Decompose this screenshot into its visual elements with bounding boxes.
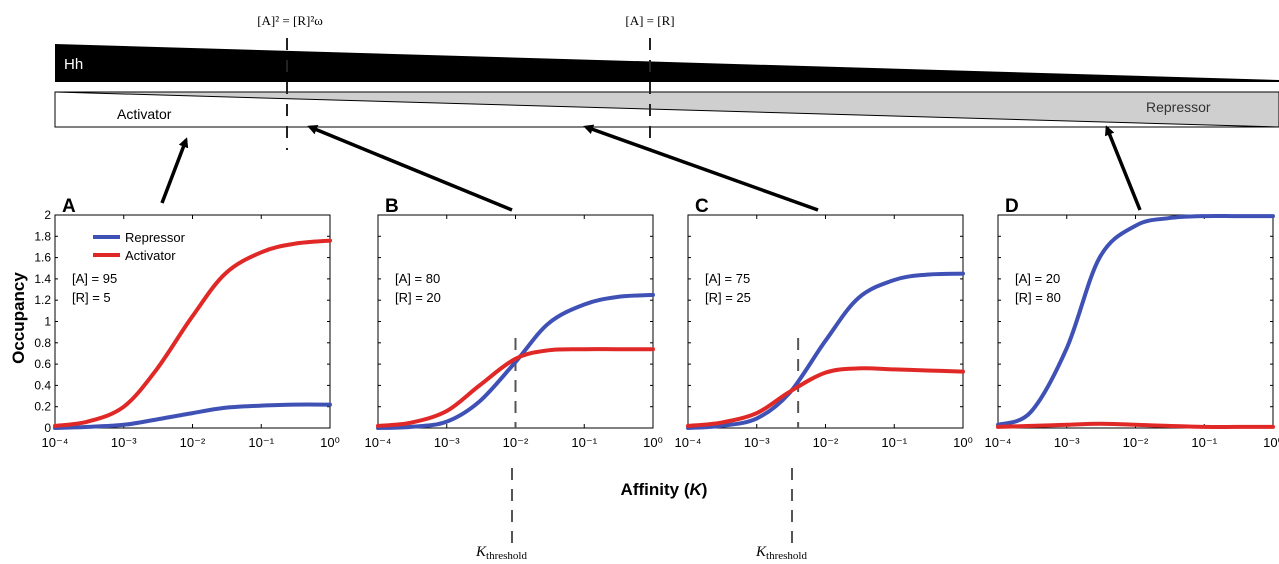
x-axis-label-var: K <box>689 480 703 499</box>
legend-activator-label: Activator <box>125 248 176 263</box>
panel-a-letter: A <box>62 196 76 217</box>
y-tick-label: 1.2 <box>34 293 51 307</box>
y-tick-label: 0.6 <box>34 357 51 371</box>
y-tick-label: 1.6 <box>34 251 51 265</box>
panel-d-annotation: [R] = 80 <box>1015 290 1061 305</box>
x-tick-label: 10⁻³ <box>744 435 770 450</box>
series-line-activator <box>686 366 965 428</box>
x-tick-label: 10⁻¹ <box>571 435 597 450</box>
panels: A 0 0.2 0.4 0.6 0.8 1 1.2 1.4 1.6 1.8 2 10⁻⁴ 10⁻³ 10⁻²… <box>34 196 1279 450</box>
panel-d-letter: D <box>1005 196 1019 217</box>
x-tick-label: 10⁻⁴ <box>365 435 392 450</box>
x-tick-label: 10⁻¹ <box>248 435 274 450</box>
x-tick-label: 10⁻² <box>180 435 206 450</box>
threshold-sub-c: threshold <box>766 550 807 559</box>
y-axis-label: Occupancy <box>9 272 28 364</box>
y-tick-label: 0.2 <box>34 400 51 414</box>
panel-c-frame <box>687 214 964 429</box>
equation-label-left: [A]² = [R]²ω <box>257 13 323 28</box>
x-axis-label-text: Affinity ( <box>621 480 690 499</box>
threshold-main-b: K <box>475 544 487 559</box>
panel-d-annotation: [A] = 20 <box>1015 271 1060 286</box>
y-tick-label: 0 <box>44 421 51 435</box>
x-axis-label: Affinity (K) <box>621 480 708 499</box>
x-tick-label: 10⁻¹ <box>1191 435 1217 450</box>
series-line-repressor <box>686 271 965 430</box>
series-line-activator <box>376 347 655 428</box>
panel-b-annotation: [R] = 20 <box>395 290 441 305</box>
panel-c-annotation: [R] = 25 <box>705 290 751 305</box>
panel-c-letter: C <box>695 196 709 217</box>
legend-repressor-label: Repressor <box>125 230 186 245</box>
hh-label: Hh <box>64 56 83 73</box>
panel-a-annotation: [R] = 5 <box>72 290 111 305</box>
repressor-gradient-label: Repressor <box>1146 99 1211 115</box>
x-tick-label: 10⁻³ <box>434 435 460 450</box>
panel-c-annotation: [A] = 75 <box>705 271 750 286</box>
x-tick-label: 10⁻² <box>1123 435 1149 450</box>
y-tick-label: 2 <box>44 208 51 222</box>
threshold-sub-b: threshold <box>486 550 527 559</box>
arrow-d <box>1104 125 1142 211</box>
panel-b-letter: B <box>385 196 399 217</box>
x-tick-label: 10⁻³ <box>1054 435 1080 450</box>
threshold-main-c: K <box>755 544 767 559</box>
series-line-repressor <box>996 213 1275 427</box>
x-tick-label: 10⁻² <box>503 435 529 450</box>
threshold-label-b: Kthreshold <box>475 544 527 559</box>
y-tick-label: 1 <box>44 315 51 329</box>
arrow-b <box>307 125 513 212</box>
x-axis-label-close: ) <box>702 480 708 499</box>
x-tick-label: 10⁻³ <box>111 435 137 450</box>
panel-b-annotation: [A] = 80 <box>395 271 440 286</box>
hh-gradient <box>55 44 1279 82</box>
panel-b-frame <box>377 214 654 429</box>
x-tick-label: 10⁻⁴ <box>985 435 1012 450</box>
threshold-label-c: Kthreshold <box>755 544 807 559</box>
series-line-activator <box>996 421 1275 429</box>
repressor-gradient <box>54 91 1279 128</box>
x-tick-label: 10⁻¹ <box>881 435 907 450</box>
arrow-c <box>583 124 819 212</box>
x-tick-label: 10⁻⁴ <box>42 435 69 450</box>
y-tick-label: 1.4 <box>34 272 51 286</box>
y-tick-label: 1.8 <box>34 229 51 243</box>
x-tick-label: 10⁰ <box>1263 435 1279 450</box>
activator-gradient-label: Activator <box>117 106 172 122</box>
panel-a-annotation: [A] = 95 <box>72 271 117 286</box>
panel-d-frame <box>997 214 1274 429</box>
x-tick-label: 10⁰ <box>953 435 973 450</box>
series-line-repressor <box>53 402 332 430</box>
panel-a-frame <box>54 214 331 429</box>
arrow-a <box>160 137 189 204</box>
series-line-activator <box>53 238 332 428</box>
y-tick-label: 0.8 <box>34 336 51 350</box>
x-tick-label: 10⁻⁴ <box>675 435 702 450</box>
x-tick-label: 10⁻² <box>813 435 839 450</box>
y-tick-label: 0.4 <box>34 378 51 392</box>
equation-label-right: [A] = [R] <box>625 13 674 28</box>
x-tick-label: 10⁰ <box>320 435 340 450</box>
series-line-repressor <box>376 292 655 430</box>
x-tick-label: 10⁰ <box>643 435 663 450</box>
